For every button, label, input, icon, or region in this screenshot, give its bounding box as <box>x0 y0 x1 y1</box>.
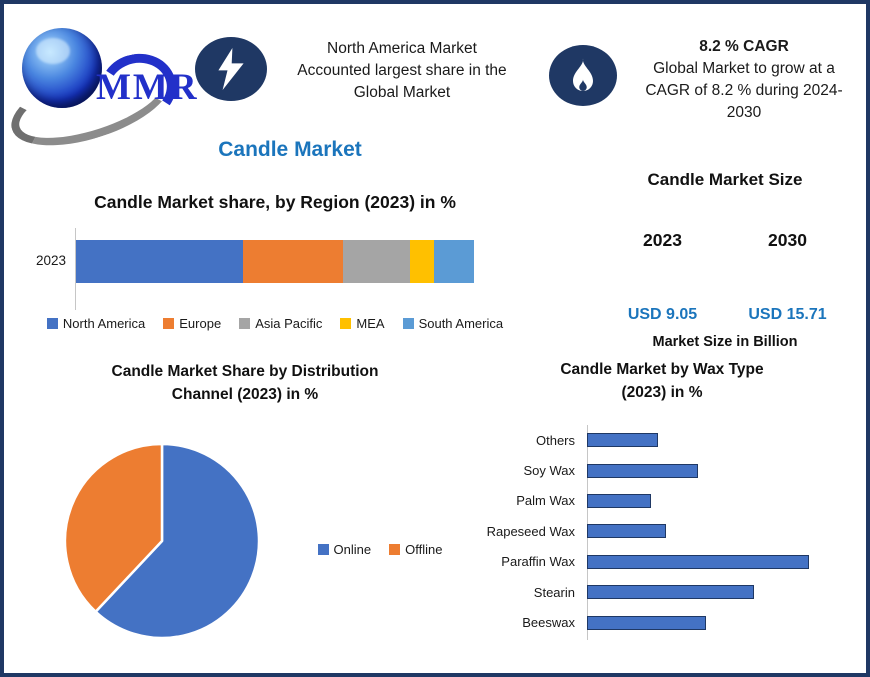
highlight-callout-region: North America Market Accounted largest s… <box>266 38 538 104</box>
legend-label: MEA <box>356 316 385 331</box>
wax-bar <box>587 433 658 448</box>
legend-item-south-america: South America <box>402 316 504 331</box>
wax-category-label: Palm Wax <box>516 493 575 509</box>
region-segment-asia-pacific <box>342 240 411 283</box>
legend-swatch-icon <box>389 544 401 555</box>
market-size-value-2023: USD 9.05 <box>627 306 698 323</box>
wax-bar <box>587 493 651 508</box>
legend-swatch-icon <box>239 318 251 329</box>
wax-bar <box>587 585 754 600</box>
wax-category-label: Paraffin Wax <box>501 554 575 570</box>
legend-label: Online <box>333 542 372 557</box>
market-size-value-2030: USD 15.71 <box>748 306 827 323</box>
legend-item-europe: Europe <box>163 316 221 331</box>
page-title: Candle Market <box>218 138 362 161</box>
pie-slice-offline <box>63 442 164 613</box>
callout-line: Global Market to grow at a <box>653 60 835 77</box>
region-stacked-bar <box>76 240 474 283</box>
region-chart-axis <box>75 228 76 310</box>
wax-bar-chart: Others Soy Wax Palm Wax Rapeseed Wax Paraffi… <box>468 425 848 638</box>
market-size-years: 2023 2030 <box>600 230 850 251</box>
wax-category-label: Rapeseed Wax <box>486 523 575 539</box>
wax-bar <box>587 524 666 539</box>
region-chart-legend: North America Europe Asia Pacific MEA South … <box>40 316 510 331</box>
legend-item-asia-pacific: Asia Pacific <box>239 316 322 331</box>
pie-chart-title-text: Candle Market Share by Distribution Chan… <box>111 363 379 403</box>
pie-icon <box>63 442 261 640</box>
wax-category-label: Soy Wax <box>523 463 575 479</box>
mmr-logo: MMR <box>4 26 197 162</box>
legend-swatch-icon <box>402 318 414 329</box>
legend-swatch-icon <box>317 544 329 555</box>
wax-row-rapeseed-wax: Rapeseed Wax <box>468 516 848 546</box>
highlight-callout-cagr: 8.2 % CAGR Global Market to grow at a CA… <box>624 36 864 124</box>
wax-bar <box>587 554 809 569</box>
pie-chart-legend: Online Offline <box>290 542 470 557</box>
wax-row-stearin: Stearin <box>468 577 848 607</box>
wax-category-label: Stearin <box>533 584 575 600</box>
wax-row-soy-wax: Soy Wax <box>468 455 848 485</box>
market-size-year-2030: 2030 <box>768 230 807 250</box>
flame-badge <box>549 45 617 106</box>
wax-row-palm-wax: Palm Wax <box>468 486 848 516</box>
region-chart-year-label: 2023 <box>35 253 66 268</box>
callout-line: Accounted largest share in the <box>297 62 507 79</box>
region-chart-title: Candle Market share, by Region (2023) in… <box>94 192 456 212</box>
wax-chart-title: Candle Market by Wax Type (2023) in % <box>500 358 824 404</box>
callout-line: 2030 <box>726 104 762 121</box>
legend-label: Asia Pacific <box>255 316 323 331</box>
market-size-year-2023: 2023 <box>643 230 682 250</box>
wax-bar <box>587 615 706 630</box>
pie-slice-online <box>94 442 261 640</box>
lightning-badge <box>195 37 267 101</box>
globe-icon <box>22 28 102 108</box>
wax-bar <box>587 463 698 478</box>
wax-row-paraffin-wax: Paraffin Wax <box>468 547 848 577</box>
region-segment-south-america <box>434 240 474 283</box>
legend-label: North America <box>62 316 146 331</box>
distribution-pie-chart <box>62 441 262 641</box>
wax-category-label: Others <box>535 432 575 448</box>
market-size-values: USD 9.05 USD 15.71 <box>600 306 850 324</box>
legend-item-mea: MEA <box>340 316 385 331</box>
lightning-icon <box>218 48 244 90</box>
market-size-title: Candle Market Size <box>647 170 803 189</box>
pie-chart-title: Candle Market Share by Distribution Chan… <box>55 360 435 406</box>
legend-swatch-icon <box>163 318 175 329</box>
legend-item-offline: Offline <box>389 542 442 557</box>
callout-line: North America Market <box>327 40 477 57</box>
legend-swatch-icon <box>340 318 352 329</box>
wax-chart-title-text: Candle Market by Wax Type (2023) in % <box>560 361 764 401</box>
region-segment-north-america <box>76 240 244 283</box>
callout-line: CAGR of 8.2 % during 2024- <box>645 82 843 99</box>
logo-text: MMR <box>96 67 199 108</box>
cagr-title: 8.2 % CAGR <box>699 38 789 55</box>
wax-category-label: Beeswax <box>522 615 575 631</box>
region-segment-mea <box>410 240 435 283</box>
region-segment-europe <box>243 240 343 283</box>
legend-item-north-america: North America <box>46 316 146 331</box>
legend-item-online: Online <box>317 542 372 557</box>
legend-label: Offline <box>405 542 443 557</box>
wax-row-others: Others <box>468 425 848 455</box>
legend-label: Europe <box>179 316 222 331</box>
legend-label: South America <box>418 316 504 331</box>
flame-icon <box>573 58 593 91</box>
wax-row-beeswax: Beeswax <box>468 607 848 637</box>
legend-swatch-icon <box>46 318 58 329</box>
callout-line: Global Market <box>353 84 451 101</box>
market-size-caption: Market Size in Billion <box>652 334 798 350</box>
